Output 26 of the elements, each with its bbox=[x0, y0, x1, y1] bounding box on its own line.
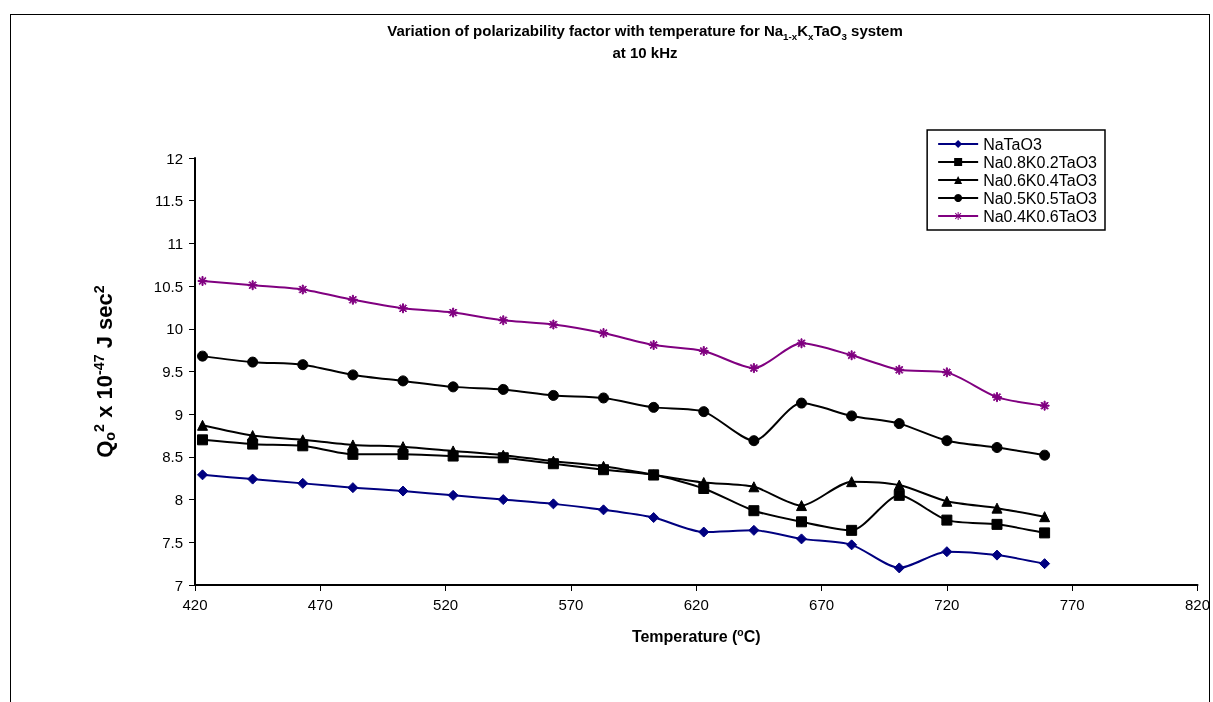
x-tick-label: 820 bbox=[1184, 596, 1210, 613]
y-tick-label: 10 bbox=[166, 320, 183, 338]
x-tick-label: 470 bbox=[307, 596, 333, 613]
x-tick-label: 720 bbox=[934, 596, 960, 613]
y-tick-label: 9 bbox=[174, 405, 183, 423]
y-axis-title: Qo2 x 10-47 J sec2 bbox=[91, 285, 118, 458]
y-tick-label: 7 bbox=[174, 576, 183, 594]
legend-label: Na0.4K0.6TaO3 bbox=[983, 207, 1098, 225]
x-tick-label: 620 bbox=[683, 596, 709, 613]
y-tick-label: 12 bbox=[166, 149, 183, 167]
x-tick-label: 520 bbox=[433, 596, 459, 613]
legend-label: NaTaO3 bbox=[983, 135, 1042, 153]
y-tick-label: 8.5 bbox=[162, 448, 183, 466]
x-tick-label: 570 bbox=[558, 596, 584, 613]
y-tick-label: 9.5 bbox=[162, 363, 183, 380]
x-tick-label: 420 bbox=[182, 596, 208, 613]
x-tick-label: 770 bbox=[1059, 596, 1085, 613]
y-tick-label: 8 bbox=[174, 491, 183, 509]
legend-label: Na0.5K0.5TaO3 bbox=[983, 189, 1098, 207]
legend-label: Na0.8K0.2TaO3 bbox=[983, 153, 1098, 171]
y-tick-label: 7.5 bbox=[162, 533, 183, 551]
y-tick-label: 10.5 bbox=[153, 277, 183, 295]
x-tick-label: 670 bbox=[809, 596, 835, 613]
y-tick-label: 11 bbox=[167, 234, 183, 252]
legend-label: Na0.6K0.4TaO3 bbox=[983, 171, 1098, 189]
y-tick-label: 11.5 bbox=[154, 192, 183, 210]
